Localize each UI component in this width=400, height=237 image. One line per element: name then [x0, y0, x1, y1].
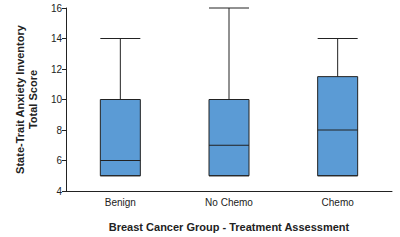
svg-text:State-Trait Anxiety Inventory: State-Trait Anxiety Inventory: [14, 24, 26, 174]
svg-text:No Chemo: No Chemo: [205, 197, 253, 208]
svg-text:Benign: Benign: [105, 197, 136, 208]
svg-text:Breast Cancer Group - Treatmen: Breast Cancer Group - Treatment Assessme…: [109, 221, 350, 233]
svg-text:4: 4: [56, 186, 62, 197]
svg-text:14: 14: [51, 33, 63, 44]
svg-text:6: 6: [56, 155, 62, 166]
svg-text:16: 16: [51, 3, 63, 14]
svg-text:8: 8: [56, 125, 62, 136]
svg-text:Chemo: Chemo: [322, 197, 355, 208]
svg-text:10: 10: [51, 94, 63, 105]
svg-text:12: 12: [51, 64, 63, 75]
svg-text:Total Score: Total Score: [27, 70, 39, 129]
